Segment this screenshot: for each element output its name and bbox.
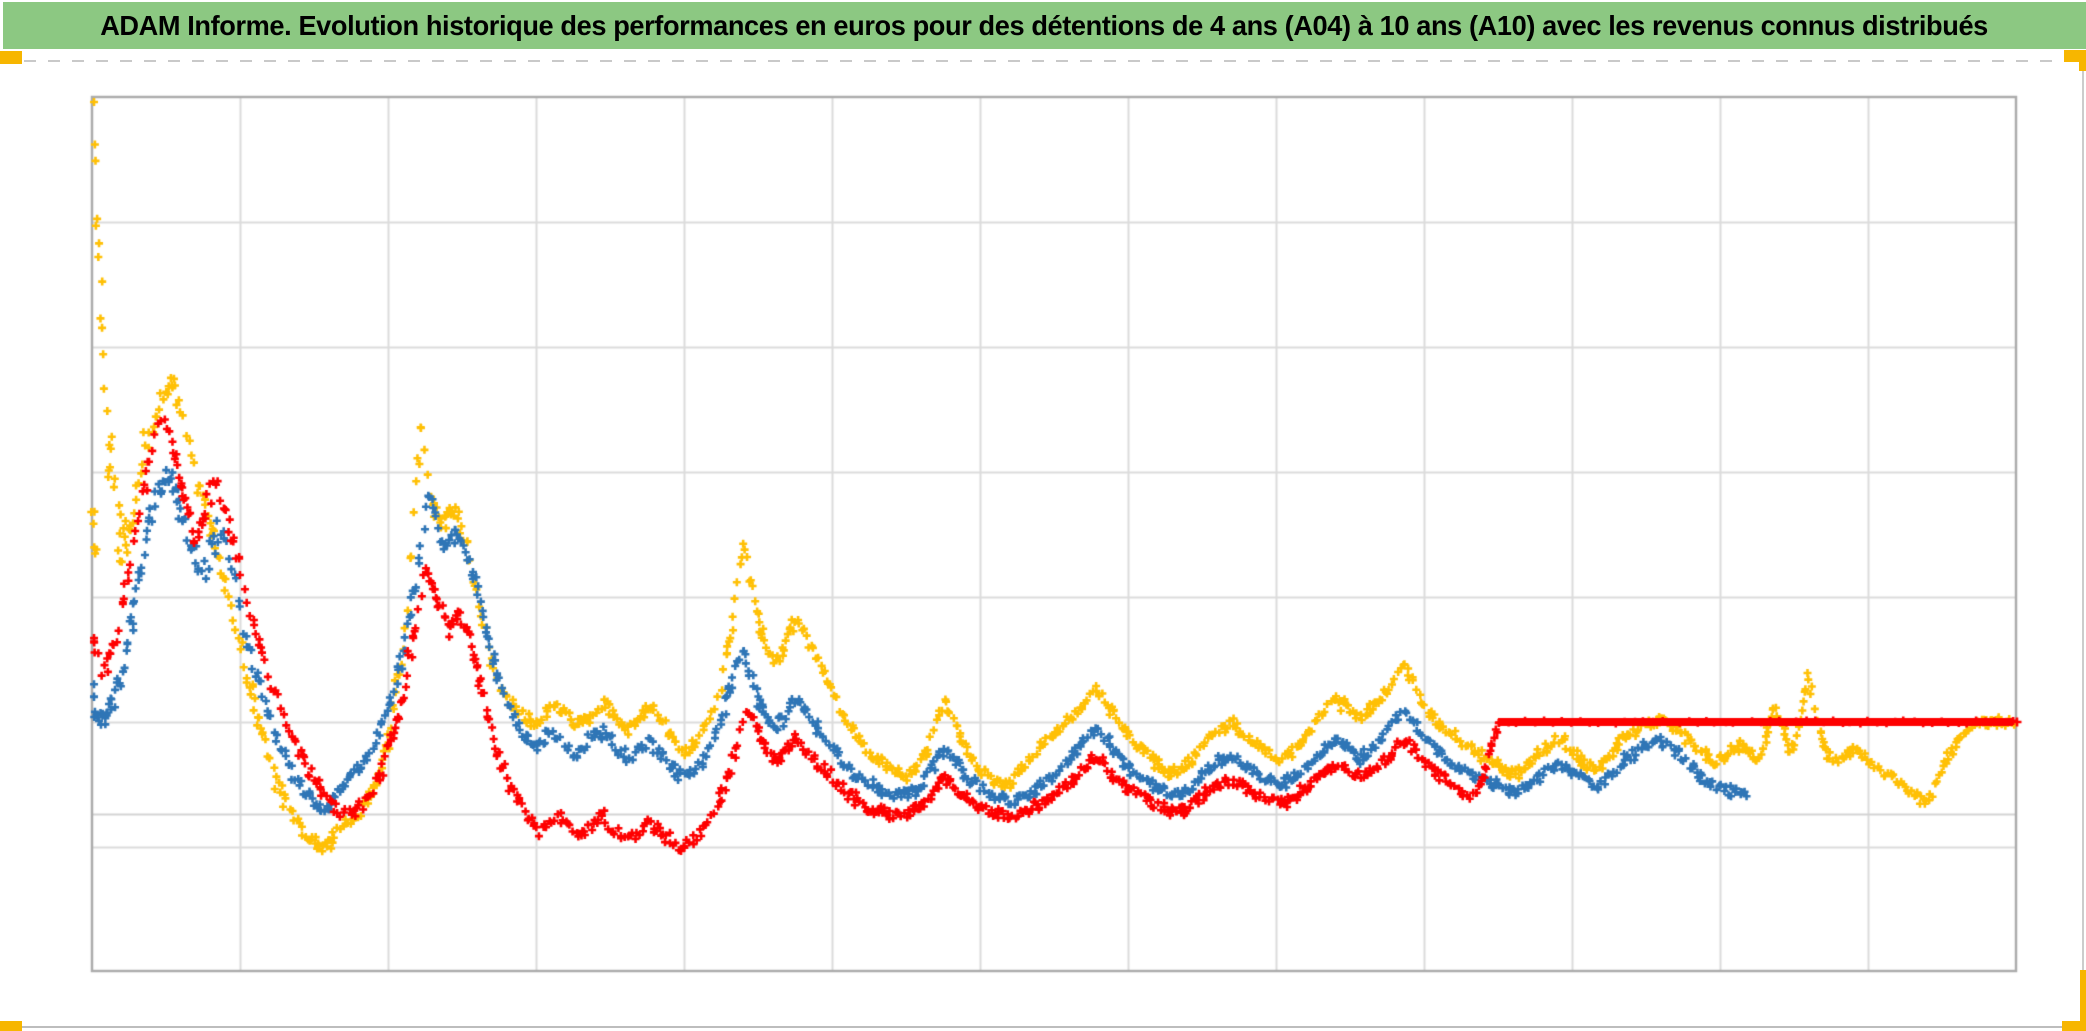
chart-title: ADAM Informe. Evolution historique des p… <box>100 9 1989 41</box>
print-area-handle-bottom-left <box>0 1021 22 1031</box>
print-area-handle-top-right-v <box>2079 50 2086 71</box>
chart-title-bar: ADAM Informe. Evolution historique des p… <box>3 2 2086 49</box>
page-break-right-line <box>2082 61 2084 1028</box>
print-area-handle-top-left <box>0 51 22 64</box>
print-area-handle-bottom-right <box>2062 1021 2086 1031</box>
page-break-bottom-line <box>0 1026 2086 1028</box>
page-break-dashed-line <box>0 60 2086 62</box>
print-area-handle-bottom-right-v <box>2080 970 2086 1028</box>
